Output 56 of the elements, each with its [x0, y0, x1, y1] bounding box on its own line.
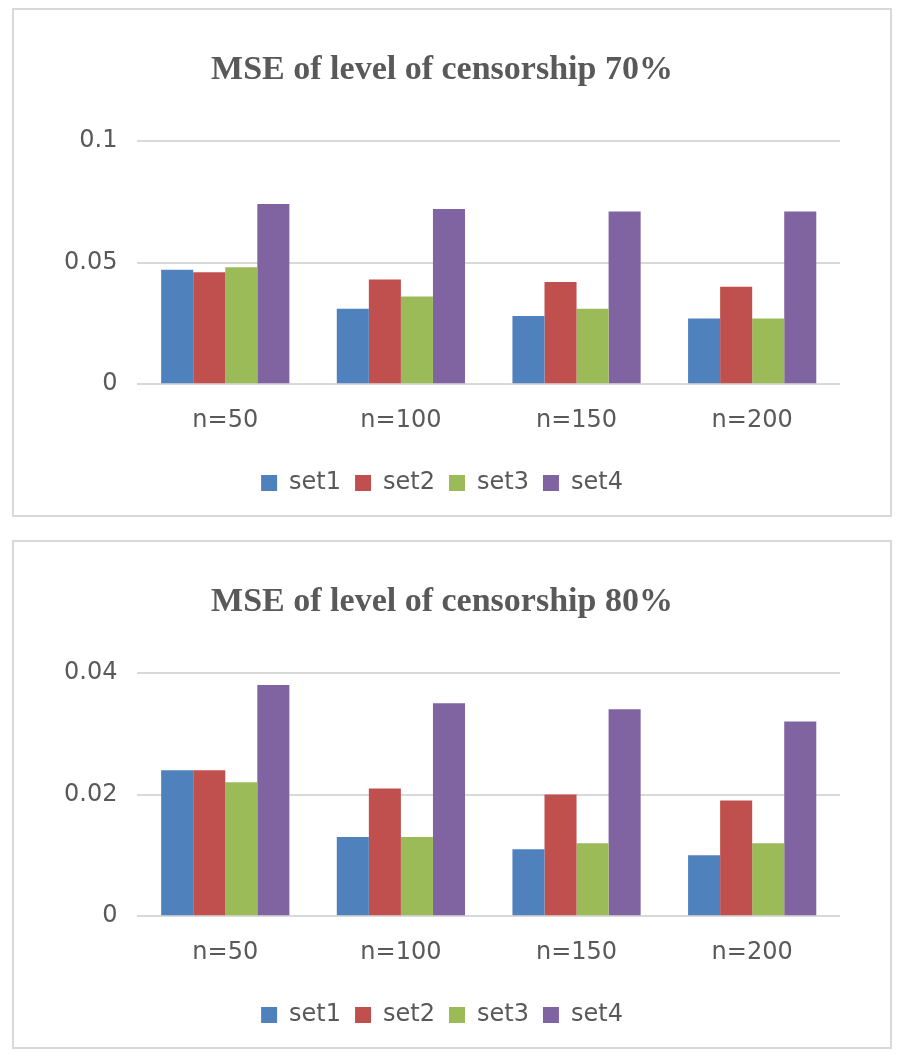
bar	[368, 279, 401, 384]
legend-label: set4	[570, 999, 623, 1028]
bar	[688, 855, 721, 916]
bar	[608, 709, 641, 916]
legend-label: set2	[383, 999, 435, 1028]
bar	[576, 843, 609, 916]
bar	[161, 269, 194, 384]
bar	[225, 782, 258, 916]
bar	[544, 281, 577, 384]
legend-label: set3	[477, 467, 529, 496]
bar	[225, 267, 258, 384]
bar	[752, 318, 785, 384]
x-tick-label: n=100	[360, 404, 442, 433]
bar	[400, 837, 433, 916]
bar	[784, 211, 817, 384]
bar	[720, 800, 753, 916]
chart-title: MSE of level of censorship 70%	[211, 49, 673, 87]
y-tick-label: 0.02	[64, 778, 118, 807]
bar	[368, 788, 401, 916]
bar	[752, 843, 785, 916]
bar	[257, 204, 290, 384]
bar	[576, 308, 609, 384]
x-tick-label: n=200	[711, 404, 793, 433]
bar	[688, 318, 721, 384]
chart-title: MSE of level of censorship 80%	[211, 581, 673, 619]
x-tick-label: n=100	[360, 936, 442, 965]
bar	[193, 770, 226, 916]
y-tick-label: 0	[102, 900, 118, 929]
legend-label: set1	[289, 999, 342, 1028]
bar	[400, 296, 433, 384]
bar	[257, 684, 290, 916]
bar	[432, 208, 466, 384]
bar	[161, 770, 194, 916]
y-tick-label: 0.05	[64, 246, 118, 275]
y-tick-label: 0.1	[79, 125, 118, 154]
bar	[193, 272, 226, 384]
bar	[544, 794, 577, 916]
legend-label: set2	[383, 467, 435, 496]
bar	[512, 316, 545, 384]
bar	[784, 721, 817, 916]
bar	[336, 837, 369, 916]
legend-label: set1	[289, 467, 342, 496]
y-tick-label: 0.04	[64, 657, 118, 686]
bar	[720, 286, 753, 384]
x-tick-label: n=200	[711, 936, 793, 965]
legend-label: set3	[477, 999, 529, 1028]
x-tick-label: n=50	[192, 936, 259, 965]
x-tick-label: n=150	[535, 404, 618, 433]
x-tick-label: n=50	[192, 404, 259, 433]
bar	[512, 849, 545, 916]
bar	[432, 703, 466, 916]
x-tick-label: n=150	[535, 936, 618, 965]
bar	[336, 308, 369, 384]
bar	[608, 211, 641, 384]
legend-label: set4	[570, 467, 623, 496]
y-tick-label: 0	[102, 368, 118, 397]
